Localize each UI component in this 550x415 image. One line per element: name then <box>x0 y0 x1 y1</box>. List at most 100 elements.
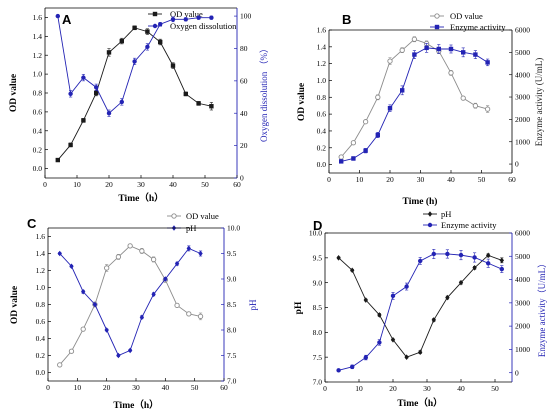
marker <box>69 263 74 270</box>
series-line <box>59 247 201 357</box>
marker <box>170 17 176 22</box>
marker <box>404 284 409 289</box>
y-tick-label-right: 5000 <box>515 48 530 57</box>
series-line <box>338 254 502 358</box>
y-tick-label-left: 9.0 <box>313 278 323 287</box>
marker <box>387 106 393 111</box>
marker <box>472 264 477 271</box>
y-tick-label-right: 2000 <box>515 322 530 331</box>
panel-label-d: D <box>313 218 322 233</box>
marker <box>377 312 382 318</box>
y-tick-label-right: 6000 <box>515 26 530 35</box>
x-tick-label: 30 <box>417 175 425 184</box>
marker <box>197 313 204 320</box>
y-tick-label-left: 1.4 <box>36 249 46 258</box>
marker <box>186 311 192 317</box>
marker <box>351 156 356 161</box>
legend-item-series-1: Enzyme activity <box>423 220 497 230</box>
y-tick-label-left: 10.0 <box>309 229 322 238</box>
marker <box>57 250 62 257</box>
y-tick-label-left: 1.4 <box>33 32 43 41</box>
x-tick-label: 40 <box>457 384 465 393</box>
marker <box>183 17 188 22</box>
legend-label: Enzyme activity <box>450 22 506 32</box>
y-axis-title-right: Enzyme activity (U/mL) <box>534 58 544 146</box>
marker <box>196 15 201 20</box>
x-tick-label: 30 <box>132 383 140 392</box>
legend: OD value pH <box>167 211 219 233</box>
marker <box>399 47 405 53</box>
marker <box>116 352 121 359</box>
axes: 0 10 20 30 40 50 60 0.0 0.2 0.4 0.6 0.8 1.0 1.2 1.4 1.6… <box>317 26 531 184</box>
y-tick-label-left: 0.6 <box>36 317 46 326</box>
y-tick-label-right: 9.0 <box>227 275 237 284</box>
y-tick-label-right: 20 <box>240 141 248 150</box>
marker <box>336 368 341 373</box>
series-line <box>341 47 488 162</box>
y-tick-label-right: 4000 <box>515 275 530 284</box>
y-tick-label-left: 0.4 <box>33 126 43 135</box>
legend-label: OD value <box>170 9 203 19</box>
y-tick-label-left: 0.2 <box>36 351 46 360</box>
marker <box>363 355 368 360</box>
marker <box>458 279 464 286</box>
marker <box>485 60 490 65</box>
legend-item-series-0: OD value <box>167 211 219 221</box>
y-tick-label-right: 0 <box>240 174 244 183</box>
marker <box>339 159 344 164</box>
marker <box>81 75 86 80</box>
x-tick-label: 60 <box>508 175 516 184</box>
y-tick-label-left: 1.2 <box>33 51 43 60</box>
marker <box>362 119 369 125</box>
y-axis-title-left: OD value <box>9 74 19 112</box>
marker <box>458 252 464 258</box>
marker <box>390 293 396 299</box>
legend: OD value Enzyme activity <box>430 11 506 32</box>
chart-panel-b: B Time (h) OD value Enzyme activity (U/m… <box>297 11 544 207</box>
marker <box>198 250 203 257</box>
legend-item-series-0: OD value <box>148 9 203 19</box>
marker <box>55 13 60 19</box>
x-tick-label: 10 <box>355 384 363 393</box>
marker <box>427 211 433 217</box>
marker <box>104 327 109 333</box>
marker <box>119 38 124 44</box>
marker <box>92 301 98 308</box>
marker <box>174 260 180 267</box>
marker <box>152 23 158 29</box>
marker <box>94 90 99 96</box>
y-tick-label-right: 8.5 <box>227 300 237 309</box>
marker <box>80 326 86 332</box>
x-tick-label: 20 <box>386 175 394 184</box>
y-tick-label-left: 0.8 <box>36 300 46 309</box>
x-tick-label: 20 <box>389 384 397 393</box>
marker <box>174 302 180 308</box>
y-tick-label-left: 1.6 <box>36 232 46 241</box>
marker <box>150 256 157 263</box>
marker <box>499 266 504 272</box>
marker <box>418 349 423 355</box>
marker <box>436 46 441 52</box>
marker <box>163 276 168 282</box>
y-tick-label-left: 8.0 <box>313 328 323 337</box>
y-tick-label-left: 0.6 <box>317 110 327 119</box>
marker <box>448 46 454 52</box>
y-tick-label-left: 0.2 <box>33 145 43 154</box>
series-ph <box>57 245 203 359</box>
marker <box>170 63 176 68</box>
legend-label: Enzyme activity <box>441 220 497 230</box>
y-tick-label-left: 1.6 <box>33 13 43 22</box>
y-tick-label-left: 7.0 <box>313 378 323 387</box>
marker <box>445 251 450 257</box>
marker <box>350 140 357 146</box>
y-tick-label-right: 80 <box>240 44 248 53</box>
chart-panel-a: A Time（h） OD value Oxygen dissolution （%… <box>9 7 269 204</box>
y-axis-title-right: Oxygen dissolution （%） <box>259 44 269 142</box>
marker <box>158 21 163 27</box>
y-tick-label-left: 1.6 <box>317 26 327 35</box>
y-tick-label-right: 100 <box>240 12 252 21</box>
y-tick-label-left: 1.0 <box>36 283 46 292</box>
x-tick-label: 0 <box>43 180 47 189</box>
y-tick-label-right: 4000 <box>515 70 530 79</box>
